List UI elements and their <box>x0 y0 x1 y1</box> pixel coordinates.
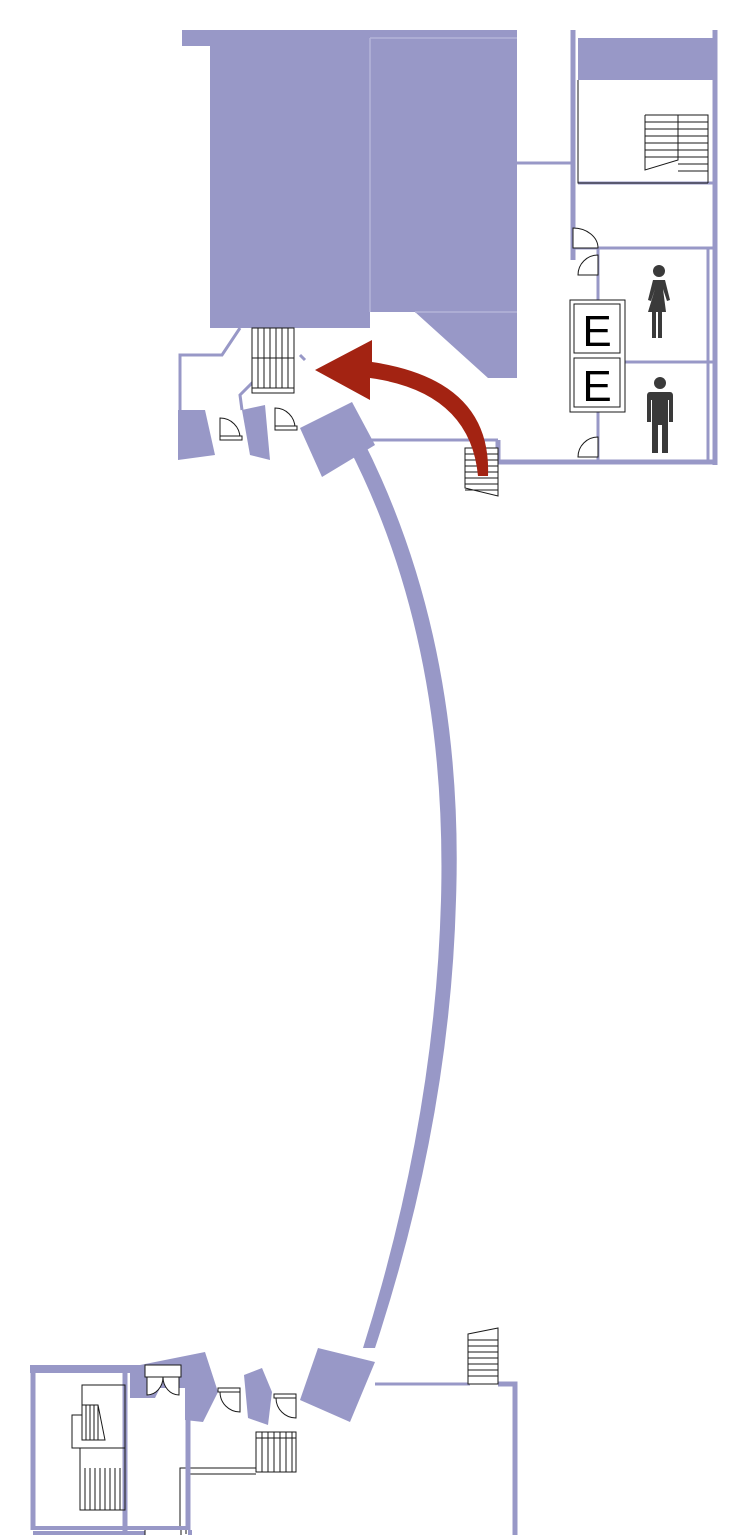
elevators: E E <box>569 299 626 413</box>
upper-pillar-center <box>242 405 270 460</box>
upper-pillar-left <box>178 410 215 460</box>
door-lower-left <box>217 1387 241 1413</box>
skybridge <box>300 402 457 1422</box>
right-wing-header-wall <box>578 38 715 80</box>
stairs-lower-center <box>179 1431 297 1534</box>
elevator-1-box <box>573 303 621 354</box>
elevator-2-label: E <box>582 362 611 411</box>
skybridge-arc <box>348 438 457 1348</box>
stairs-right-wing <box>577 80 709 184</box>
bottom-left-room <box>30 1364 191 1530</box>
upper-building: E E <box>178 30 718 497</box>
man-icon <box>647 377 673 453</box>
woman-icon <box>648 265 670 338</box>
door-upper-right <box>274 407 298 431</box>
lower-pillar-center <box>244 1368 272 1425</box>
door-right-wing-1 <box>572 227 599 249</box>
route-arrow <box>315 340 489 476</box>
stairs-upper-lobby <box>251 327 295 394</box>
curved-arrow-icon <box>315 340 489 476</box>
door-upper-left <box>219 417 243 441</box>
double-door-bottom-room <box>146 1376 180 1396</box>
door-right-wing-3 <box>577 436 599 458</box>
main-hall-block <box>182 30 517 378</box>
lower-building-walls <box>122 1365 131 1370</box>
elevator-1-label: E <box>582 307 611 356</box>
bridge-upper-end <box>300 402 375 477</box>
door-lower-right <box>273 1393 297 1419</box>
stairs-lower-right <box>467 1327 499 1385</box>
bottom-room-door-frame <box>144 1364 182 1378</box>
bridge-lower-end <box>300 1348 375 1422</box>
door-right-wing-2 <box>577 254 599 276</box>
elevator-2-box <box>573 357 621 408</box>
stairs-bottom-room <box>71 1384 126 1511</box>
